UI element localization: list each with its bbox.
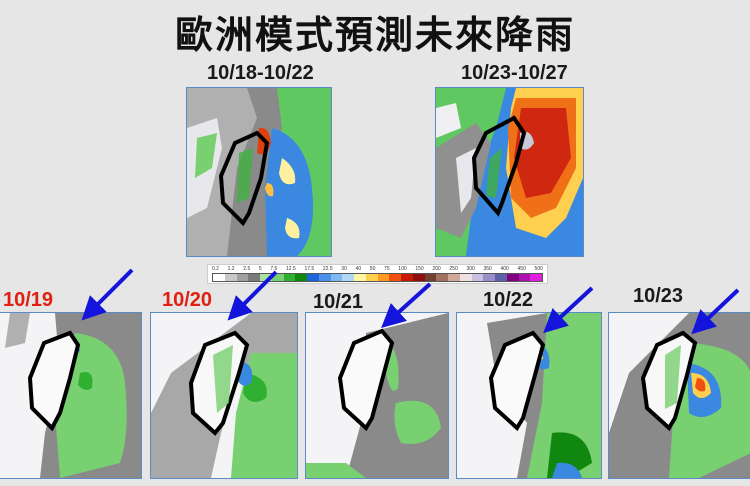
rain-map-10-23: [608, 312, 750, 479]
colorbar-swatch: [459, 274, 472, 281]
colorbar-ticks: 0.2 1.2 2.5 5 7.5 12.5 17.5 22.5 30 40 5…: [212, 266, 543, 272]
tick: 150: [415, 266, 424, 272]
daily-label-3: 10/21: [313, 291, 364, 313]
tick: 22.5: [322, 266, 333, 272]
colorbar-swatch: [495, 274, 507, 281]
colorbar-swatch: [448, 274, 460, 281]
tick: 40: [355, 266, 362, 272]
colorbar-swatch: [389, 274, 401, 281]
tick: 5: [258, 266, 262, 272]
daily-label-5: 10/23: [633, 285, 684, 307]
rainfall-colorbar: 0.2 1.2 2.5 5 7.5 12.5 17.5 22.5 30 40 5…: [207, 264, 548, 284]
colorbar-swatch: [307, 274, 319, 281]
tick: 30: [341, 266, 347, 272]
colorbar-swatch: [436, 274, 448, 281]
colorbar-swatch: [518, 274, 531, 281]
colorbar-swatch: [530, 274, 542, 281]
page-title: 歐洲模式預測未來降雨: [174, 13, 575, 57]
colorbar-swatch: [483, 274, 495, 281]
tick: 100: [398, 266, 407, 272]
colorbar-swatch: [424, 274, 437, 281]
colorbar-swatch: [401, 274, 413, 281]
colorbar-swatch: [248, 274, 260, 281]
daily-label-1: 10/19: [3, 289, 54, 311]
tick: 1.2: [227, 266, 235, 272]
colorbar-swatch: [330, 274, 343, 281]
rain-map-10-22: [456, 312, 602, 479]
tick: 0.2: [212, 266, 219, 272]
colorbar-swatches: [212, 273, 543, 282]
rain-map-10-19: [0, 312, 142, 479]
daily-label-2: 10/20: [162, 289, 213, 311]
tick: 400: [500, 266, 509, 272]
colorbar-swatch: [354, 274, 366, 281]
daily-label-4: 10/22: [483, 289, 534, 311]
colorbar-swatch: [365, 274, 378, 281]
tick: 200: [432, 266, 441, 272]
colorbar-swatch: [236, 274, 249, 281]
rain-map-10-21: [305, 312, 449, 479]
colorbar-swatch: [412, 274, 425, 281]
tick: 300: [466, 266, 475, 272]
tick: 75: [384, 266, 390, 272]
colorbar-swatch: [318, 274, 331, 281]
colorbar-swatch: [224, 274, 237, 281]
colorbar-swatch: [377, 274, 390, 281]
colorbar-swatch: [213, 274, 225, 281]
colorbar-swatch: [271, 274, 284, 281]
tick: 12.5: [286, 266, 296, 272]
tick: 50: [369, 266, 376, 272]
rain-map-10-20: [150, 312, 298, 479]
colorbar-swatch: [283, 274, 296, 281]
tick: 17.5: [304, 266, 315, 272]
tick: 500: [534, 266, 543, 272]
tick: 2.5: [243, 266, 251, 272]
colorbar-swatch: [295, 274, 307, 281]
rain-map-10-18-to-10-22: [186, 87, 332, 257]
top-panel-label-2: 10/23-10/27: [461, 62, 568, 84]
tick: 250: [449, 266, 458, 272]
top-panel-label-1: 10/18-10/22: [207, 62, 314, 84]
tick: 350: [483, 266, 492, 272]
colorbar-swatch: [506, 274, 519, 281]
colorbar-swatch: [471, 274, 484, 281]
tick: 450: [517, 266, 526, 272]
tick: 7.5: [270, 266, 278, 272]
rain-map-10-23-to-10-27: [435, 87, 584, 257]
colorbar-swatch: [342, 274, 354, 281]
colorbar-swatch: [260, 274, 272, 281]
